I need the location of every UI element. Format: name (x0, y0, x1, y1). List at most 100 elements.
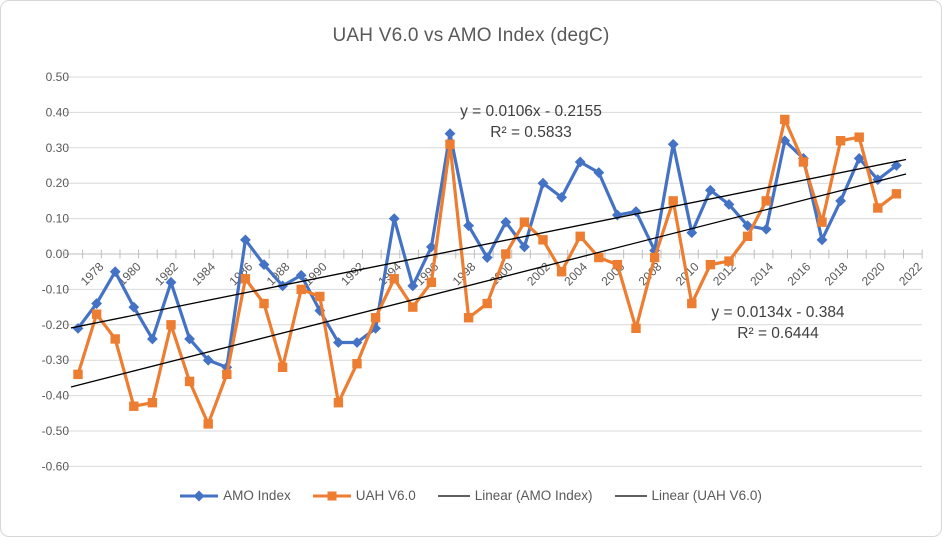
uah-marker (742, 231, 753, 241)
amo-marker (295, 269, 307, 281)
trendline-r2-uah: R² = 0.6444 (737, 325, 819, 343)
amo-marker (705, 184, 716, 196)
y-axis-label: -0.30 (42, 353, 70, 367)
y-axis-label: -0.20 (42, 318, 70, 332)
amo-marker (463, 220, 474, 232)
uah-marker (277, 362, 288, 372)
x-axis-label: 1992 (338, 259, 367, 288)
uah-marker (445, 139, 455, 149)
legend-label-amo-index: AMO Index (223, 488, 291, 503)
uah-marker (817, 217, 827, 227)
amo-marker (481, 252, 493, 263)
y-axis-label: 0.50 (46, 70, 70, 84)
amo-marker (537, 177, 549, 189)
y-axis-label: 0.00 (46, 247, 70, 261)
uah-marker (184, 376, 195, 387)
uah-marker (352, 359, 362, 369)
trendline-equation-uah: y = 0.0134x - 0.384 (711, 304, 845, 321)
amo-marker (109, 266, 121, 278)
amo-marker (388, 213, 400, 224)
uah-marker (259, 298, 269, 309)
amo-marker (258, 259, 270, 271)
uah-marker (370, 313, 381, 323)
uah-marker (426, 277, 437, 288)
amo-marker (835, 195, 846, 207)
amo-marker (574, 156, 586, 168)
x-axis-label: 1984 (189, 259, 218, 288)
uah-marker (854, 132, 864, 142)
y-axis-label: -0.60 (42, 459, 70, 473)
amo-series-legend-marker-icon (180, 490, 219, 501)
uah-marker (129, 401, 139, 411)
uah-marker (482, 298, 492, 309)
uah-marker (687, 298, 697, 309)
uah-marker (91, 309, 102, 319)
uah-trendline (70, 173, 907, 388)
legend-item-uah-v60[interactable]: UAH V6.0 (312, 488, 416, 503)
linear-uah-legend-line-icon (614, 494, 647, 497)
uah-marker (761, 196, 771, 206)
uah-marker (668, 196, 678, 206)
amo-marker (91, 298, 102, 309)
trendline-annotation-amo: y = 0.0106x - 0.2155 R² = 0.5833 (430, 101, 632, 144)
uah-marker (408, 302, 418, 312)
y-axis-label: 0.10 (46, 212, 70, 226)
x-axis-label: 2020 (859, 259, 888, 288)
amo-marker (556, 191, 567, 203)
y-axis-label: 0.40 (46, 105, 70, 119)
uah-marker (780, 114, 790, 125)
uah-marker (724, 256, 734, 266)
amo-marker (351, 337, 363, 348)
uah-marker (315, 291, 325, 302)
legend-item-linear-amo[interactable]: Linear (AMO Index) (437, 488, 593, 503)
amo-marker (202, 354, 214, 366)
chart-title: UAH V6.0 vs AMO Index (degC) (332, 25, 610, 46)
amo-marker (853, 153, 865, 164)
uah-marker (389, 274, 399, 284)
uah-marker (501, 249, 511, 259)
uah-marker (705, 259, 716, 270)
uah-marker (333, 397, 344, 408)
amo-marker (667, 138, 679, 150)
amo-trendline (70, 158, 907, 329)
uah-marker (463, 313, 474, 323)
uah-marker (612, 259, 623, 270)
amo-marker (500, 216, 512, 228)
uah-series-legend-marker-icon (312, 491, 351, 500)
linear-amo-legend-line-icon (437, 494, 470, 497)
uah-marker (166, 320, 176, 330)
y-axis-label: 0.20 (46, 176, 70, 190)
legend-label-uah-v60: UAH V6.0 (355, 488, 416, 503)
uah-marker (649, 252, 660, 263)
amo-marker (426, 241, 437, 253)
legend-item-linear-uah[interactable]: Linear (UAH V6.0) (614, 488, 762, 503)
trendline-equation-amo: y = 0.0106x - 0.2155 (460, 103, 602, 120)
legend-item-amo-index[interactable]: AMO Index (180, 488, 291, 503)
uah-marker (594, 252, 604, 263)
x-axis-label: 1978 (78, 259, 107, 288)
amo-marker (519, 241, 530, 253)
uah-marker (798, 157, 809, 167)
amo-marker (240, 234, 251, 246)
x-axis-label: 2018 (822, 259, 851, 288)
trendline-r2-amo: R² = 0.5833 (490, 124, 572, 142)
uah-marker (147, 397, 158, 408)
amo-marker (444, 128, 456, 140)
uah-marker (296, 284, 306, 295)
amo-marker (891, 160, 902, 171)
legend: AMO Index UAH V6.0 Linear (AMO Index) Li… (1, 488, 941, 503)
amo-marker (333, 337, 344, 348)
uah-marker (240, 274, 251, 284)
uah-marker (873, 203, 883, 213)
x-axis-label: 2022 (896, 259, 925, 288)
amo-marker (165, 276, 177, 288)
amo-marker (184, 333, 195, 345)
uah-marker (556, 267, 567, 277)
amo-marker (593, 167, 605, 178)
uah-marker (110, 334, 120, 344)
amo-marker (407, 280, 419, 292)
x-axis-label: 2002 (524, 259, 553, 288)
amo-marker (816, 234, 828, 246)
